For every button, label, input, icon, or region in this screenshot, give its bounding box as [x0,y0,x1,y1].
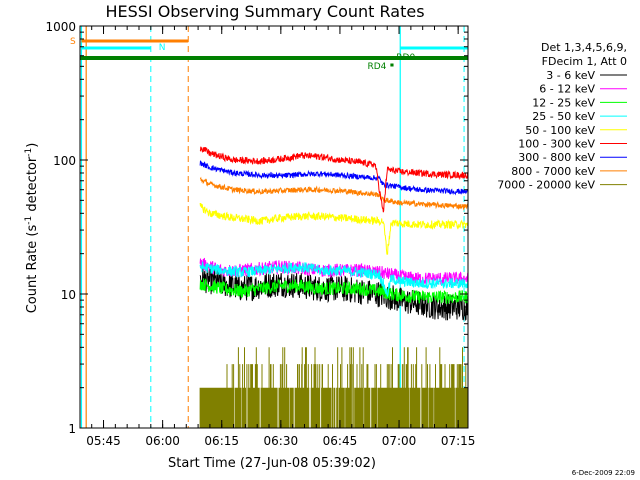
chart-title: HESSI Observing Summary Count Rates [105,2,424,21]
series-12-25-kev [199,278,469,305]
series-100-300-kev [199,146,469,213]
series-50-100-kev [199,203,469,255]
y-tick-label: 1 [68,422,76,436]
series-layer [199,146,469,428]
legend-label: 6 - 12 keV [539,83,595,96]
legend-header-decimation: FDecim 1, Att 0 [542,55,627,68]
x-tick-label: 07:15 [441,434,476,448]
marker-label-n: N [159,43,166,53]
series-800-7000-kev [199,176,469,211]
legend-header-detectors: Det 1,3,4,5,6,9, [541,41,627,54]
y-tick-label: 100 [53,154,76,168]
series-3-6-kev [199,265,469,322]
y-tick-label: 10 [61,288,76,302]
y-axis-label: Count Rate (s-1 detector-1) [24,143,40,314]
series-7000-20000-kev [199,347,469,428]
legend-label: 300 - 800 keV [518,151,595,164]
series-300-800-kev [199,160,469,196]
legend-label: 7000 - 20000 keV [497,179,595,192]
legend-label: 50 - 100 keV [525,124,595,137]
legend: Det 1,3,4,5,6,9, FDecim 1, Att 0 3 - 6 k… [497,41,627,192]
x-tick-label: 06:45 [323,434,358,448]
marker-label-rd4: RD4 [368,62,387,72]
x-tick-label: 06:15 [204,434,239,448]
series-25-50-kev [199,260,469,298]
x-tick-label: 06:30 [264,434,299,448]
y-tick-label: 1000 [45,20,76,34]
legend-label: 100 - 300 keV [518,138,595,151]
legend-label: 12 - 25 keV [532,96,595,109]
plot-frame [79,25,469,429]
marker-label-s: S [70,37,76,47]
x-axis-label: Start Time (27-Jun-08 05:39:02) [168,456,376,471]
x-tick-label: 06:00 [145,434,180,448]
timestamp: 6-Dec-2009 22:09 [572,469,635,477]
legend-label: 3 - 6 keV [546,69,595,82]
legend-label: 25 - 50 keV [532,110,595,123]
legend-label: 800 - 7000 keV [511,165,595,178]
marker-label-rd0: RD0 [396,53,415,63]
x-tick-label: 07:00 [382,434,417,448]
tick-layer: 1 10 100 1000 05:45 06:00 06:15 06:30 06:45 07:00… [45,20,475,448]
x-tick-label: 05:45 [86,434,121,448]
background-layer [80,26,465,428]
marker-layer: S N RD0 RD4 [70,37,468,72]
